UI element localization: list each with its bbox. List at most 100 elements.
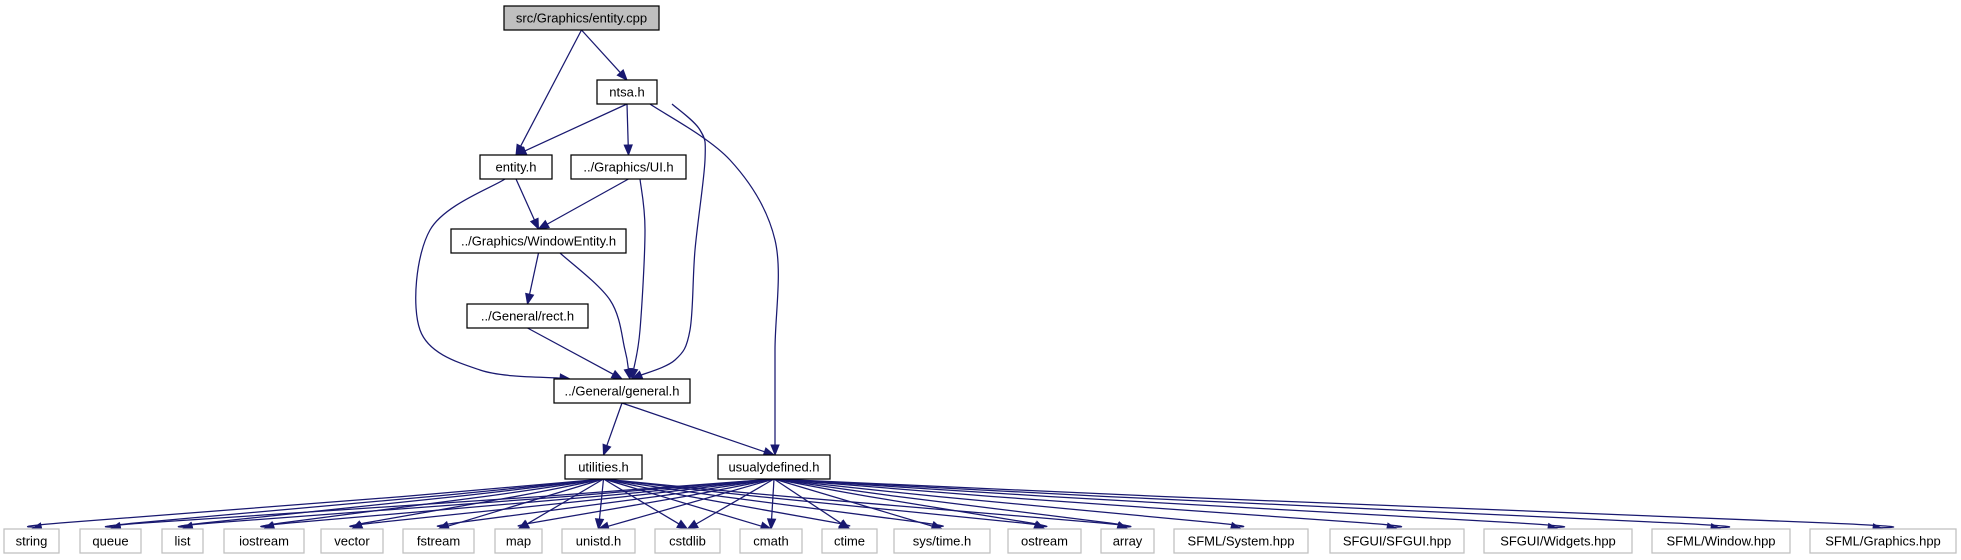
node-box: [450, 228, 627, 254]
edge-line: [581, 29, 623, 75]
node-box: [821, 528, 878, 554]
node-queue: queue: [79, 528, 142, 554]
edge-line: [525, 478, 604, 526]
edge-ui_h-to-windowentity_h: [537, 178, 629, 230]
edge-windowentity_h-to-rect_h: [525, 252, 540, 306]
node-label: queue: [92, 534, 128, 549]
edge-line: [603, 478, 944, 527]
edge-line: [773, 478, 1245, 528]
edge-line: [179, 478, 604, 528]
node-box: [570, 154, 687, 180]
edge-line: [177, 478, 775, 529]
edge-entity_h-to-general_h: [415, 178, 572, 383]
edge-usualydefined_h-to-ctime: [773, 478, 851, 530]
edge-general_h-to-utilities_h: [602, 402, 623, 457]
edge-line: [519, 29, 583, 149]
node-box: [1809, 528, 1957, 554]
node-label: ../General/general.h: [565, 384, 680, 399]
edge-windowentity_h-to-general_h: [559, 252, 633, 381]
node-box: [479, 154, 553, 180]
node-label: vector: [334, 534, 370, 549]
edge-usualydefined_h-to-cstdlib: [686, 478, 775, 530]
node-ui-h[interactable]: ../Graphics/UI.h: [570, 154, 687, 180]
edge-ntsa_h-to-usualydefined_h: [649, 103, 780, 457]
node-unistd-h: unistd.h: [561, 528, 636, 554]
node-general-h[interactable]: ../General/general.h: [553, 378, 691, 404]
edge-ui_h-to-general_h: [629, 178, 646, 381]
node-label: array: [1113, 534, 1143, 549]
node-label: cmath: [753, 534, 788, 549]
node-windowentity-h[interactable]: ../Graphics/WindowEntity.h: [450, 228, 627, 254]
node-rect-h[interactable]: ../General/rect.h: [466, 303, 589, 329]
node-label: SFML/Graphics.hpp: [1825, 534, 1941, 549]
edge-ntsa_h-to-entity_h: [514, 103, 628, 156]
node-sfgui-sfgui: SFGUI/SFGUI.hpp: [1329, 528, 1465, 554]
edge-arrowhead: [766, 518, 777, 531]
node-usualydefined-h[interactable]: usualydefined.h: [717, 454, 831, 480]
edge-line: [773, 478, 1046, 527]
node-map: map: [494, 528, 543, 554]
node-sfgui-widgets: SFGUI/Widgets.hpp: [1483, 528, 1633, 554]
edge-line: [773, 478, 1731, 529]
node-label: ../General/rect.h: [481, 309, 574, 324]
edge-line: [773, 478, 1403, 529]
edge-line: [27, 478, 604, 528]
edge-line: [773, 478, 1566, 529]
node-label: SFML/System.hpp: [1188, 534, 1295, 549]
edge-line: [436, 478, 775, 527]
edge-arrowhead: [529, 217, 540, 231]
edge-arrowhead: [770, 444, 780, 457]
node-fstream: fstream: [402, 528, 475, 554]
node-entity-h[interactable]: entity.h: [479, 154, 553, 180]
node-label: ostream: [1021, 534, 1068, 549]
edge-line: [515, 178, 536, 222]
edge-entity_cpp-to-entity_h: [515, 29, 583, 157]
node-label: SFGUI/Widgets.hpp: [1500, 534, 1616, 549]
edge-arrowhead: [676, 519, 689, 530]
edge-arrowhead: [686, 519, 699, 530]
node-box: [596, 79, 658, 105]
edge-line: [545, 178, 629, 226]
node-utilities-h[interactable]: utilities.h: [564, 454, 643, 480]
node-iostream: iostream: [223, 528, 305, 554]
edge-arrowhead: [602, 443, 612, 457]
node-label: fstream: [417, 534, 460, 549]
edge-arrowhead: [623, 367, 633, 381]
edge-line: [621, 402, 767, 454]
edge-line: [773, 478, 1895, 529]
node-ntsa-h[interactable]: ntsa.h: [596, 79, 658, 105]
node-label: iostream: [239, 534, 289, 549]
node-box: [893, 528, 991, 554]
node-box: [564, 454, 643, 480]
node-list: list: [161, 528, 204, 554]
node-label: src/Graphics/entity.cpp: [516, 11, 647, 26]
edge-utilities_h-to-unistd_h: [594, 478, 605, 531]
edge-arrowhead: [525, 292, 535, 306]
edge-line: [773, 478, 1130, 528]
edge-line: [415, 178, 563, 379]
edge-usualydefined_h-to-sfml_graphics: [773, 478, 1895, 533]
node-box: [161, 528, 204, 554]
edge-line: [770, 478, 775, 522]
edge-usualydefined_h-to-fstream: [436, 478, 775, 530]
node-label: cstdlib: [669, 534, 706, 549]
node-systime-h: sys/time.h: [893, 528, 991, 554]
edge-line: [773, 478, 844, 526]
edge-line: [639, 103, 706, 377]
node-box: [320, 528, 384, 554]
edge-line: [517, 478, 775, 527]
node-label: SFGUI/SFGUI.hpp: [1343, 534, 1451, 549]
node-box: [1651, 528, 1791, 554]
node-box: [79, 528, 142, 554]
node-box: [223, 528, 305, 554]
node-box: [1483, 528, 1633, 554]
edge-line: [694, 478, 775, 526]
node-box: [739, 528, 803, 554]
node-ostream: ostream: [1007, 528, 1082, 554]
edge-line: [349, 478, 775, 528]
node-box: [494, 528, 543, 554]
edge-arrowhead: [594, 518, 605, 531]
edge-line: [603, 478, 681, 526]
node-label: list: [175, 534, 191, 549]
